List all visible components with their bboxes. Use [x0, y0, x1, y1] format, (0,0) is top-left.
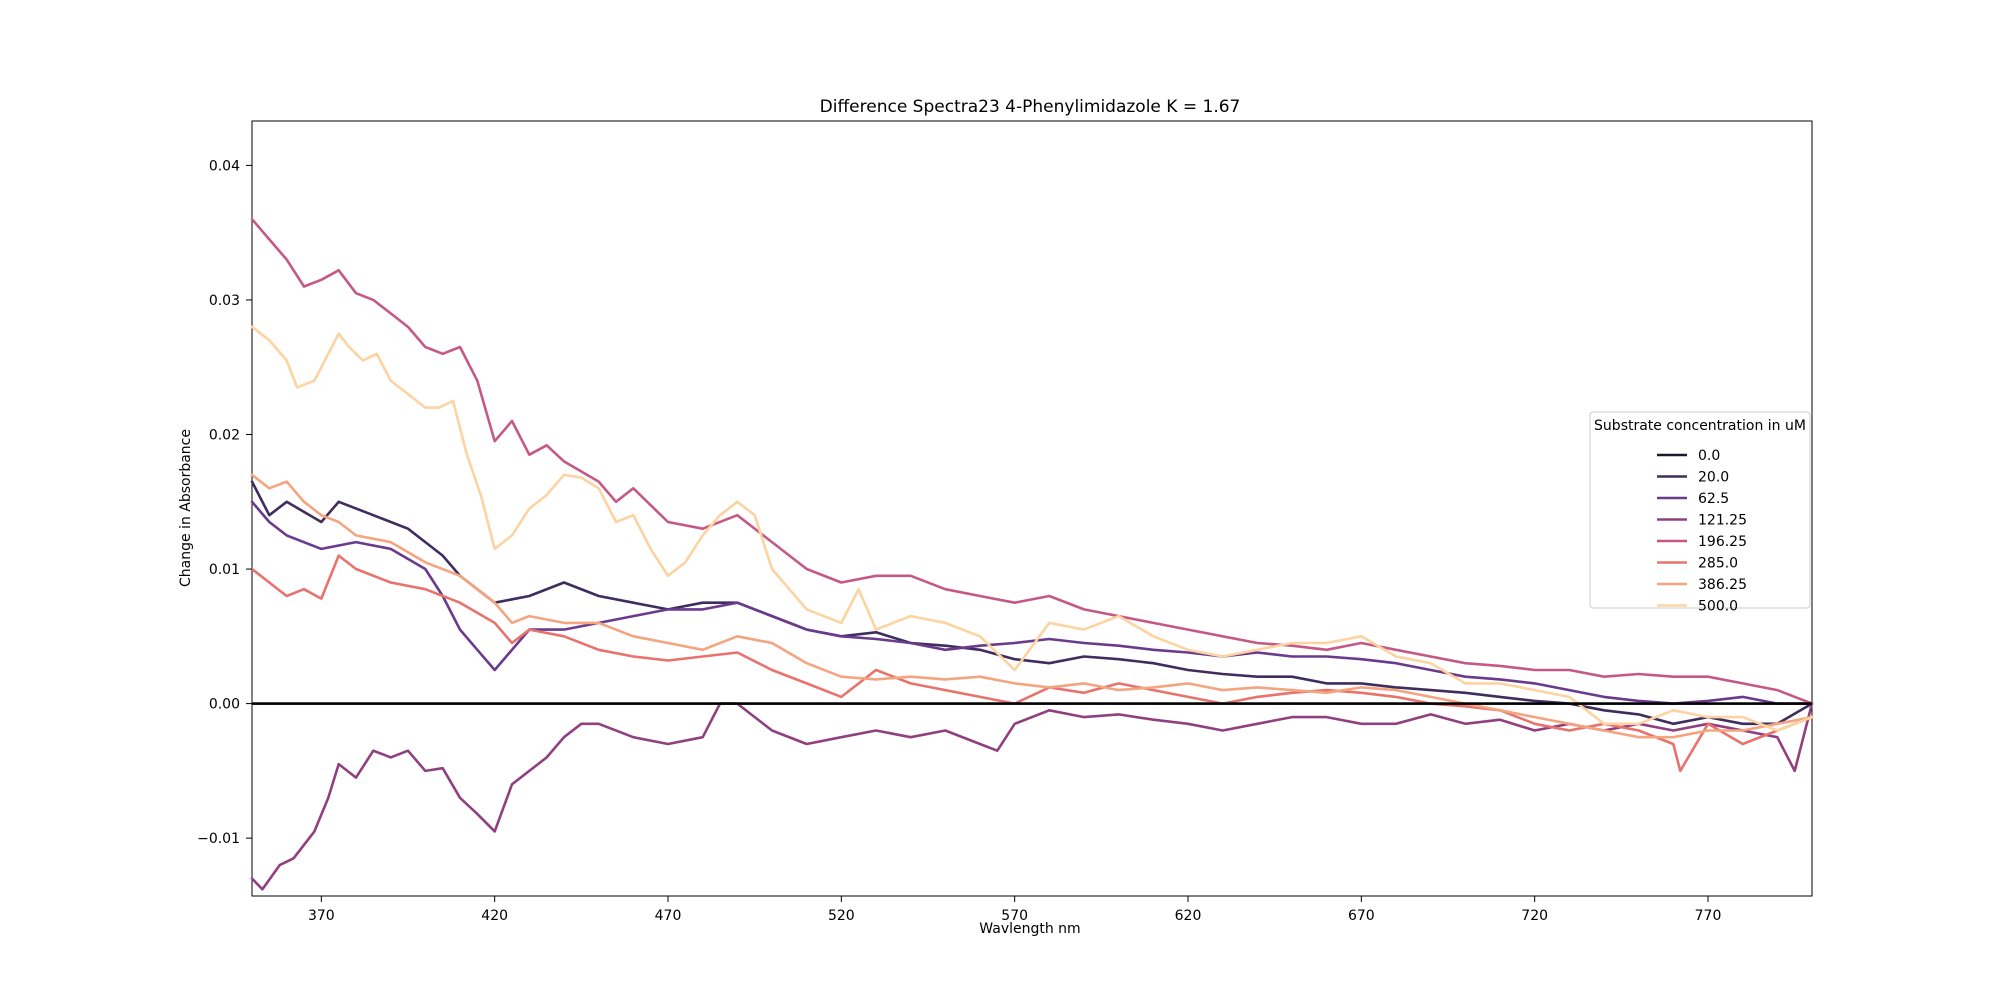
x-tick-label: 470: [655, 908, 682, 924]
y-tick-label: 0.04: [209, 158, 240, 174]
legend-label: 20.0: [1698, 470, 1729, 486]
y-tick-label: 0.02: [209, 427, 240, 443]
x-tick-label: 570: [1001, 908, 1028, 924]
legend-label: 500.0: [1698, 599, 1738, 615]
x-tick-label: 720: [1521, 908, 1548, 924]
x-tick-label: 370: [308, 908, 335, 924]
x-axis-label: Wavlength nm: [979, 921, 1080, 937]
legend-label: 0.0: [1698, 448, 1720, 464]
x-axis: 370 420 470 520 570 620 670 720 770: [308, 896, 1721, 924]
x-tick-label: 770: [1695, 908, 1722, 924]
legend-title: Substrate concentration in uM: [1594, 418, 1806, 434]
x-tick-label: 670: [1348, 908, 1375, 924]
x-tick-label: 620: [1175, 908, 1202, 924]
chart-title: Difference Spectra23 4-Phenylimidazole K…: [820, 97, 1241, 117]
series-layer: [250, 217, 1814, 891]
series-line-196-25: [250, 217, 1814, 705]
x-tick-label: 520: [828, 908, 855, 924]
legend-label: 196.25: [1698, 534, 1747, 550]
y-tick-label: 0.03: [209, 293, 240, 309]
series-line-62-5: [250, 500, 1814, 705]
y-axis: −0.01 0.00 0.01 0.02 0.03 0.04: [197, 158, 252, 847]
legend-label: 386.25: [1698, 577, 1747, 593]
y-tick-label: 0.00: [209, 697, 240, 713]
y-axis-label: Change in Absorbance: [178, 429, 194, 587]
y-tick-label: −0.01: [197, 831, 240, 847]
series-line-386-25: [250, 473, 1814, 739]
legend-box: [1589, 411, 1811, 609]
legend: Substrate concentration in uM 0.0 20.0 62.…: [1589, 411, 1811, 615]
plot-frame: [251, 120, 1813, 897]
legend-label: 121.25: [1698, 513, 1747, 529]
series-line-285-0: [250, 554, 1814, 773]
series-line-500-0: [250, 325, 1814, 732]
x-tick-label: 420: [481, 908, 508, 924]
legend-items: 0.0 20.0 62.5 121.25 196.25 285.0 386.25 500.0: [1657, 448, 1747, 615]
series-line-121-25: [250, 702, 1814, 891]
legend-label: 285.0: [1698, 556, 1738, 572]
y-tick-label: 0.01: [209, 562, 240, 578]
legend-label: 62.5: [1698, 491, 1729, 507]
